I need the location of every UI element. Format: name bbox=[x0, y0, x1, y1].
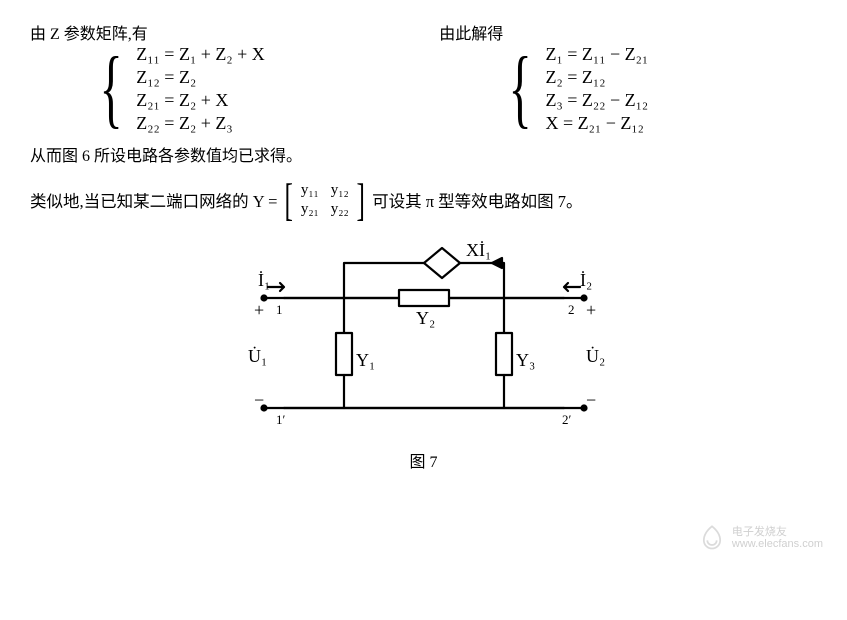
matrix-paragraph: 类似地,当已知某二端口网络的 Y = [ y₁₁ y₁₂ y₂₁ y₂₂ ] 可… bbox=[30, 180, 817, 220]
label-Y3: Y₃ bbox=[516, 350, 535, 370]
watermark: 电子发烧友 www.elecfans.com bbox=[698, 524, 823, 552]
matrix-cell-12: y₁₂ bbox=[331, 182, 349, 199]
eq-right-2: Z₂ = Z₁₂ bbox=[546, 67, 649, 88]
label-port2-bot: 2′ bbox=[562, 412, 572, 427]
intro-left-text: 由 Z 参数矩阵,有 bbox=[30, 20, 408, 44]
label-plus-right: + bbox=[586, 300, 596, 320]
label-port1-top: 1 bbox=[276, 302, 283, 317]
eq-left-2: Z₁₂ = Z₂ bbox=[136, 67, 265, 88]
label-Y2: Y₂ bbox=[416, 308, 435, 328]
conclusion-text: 从而图 6 所设电路各参数值均已求得。 bbox=[30, 142, 817, 166]
left-equation-block: { Z₁₁ = Z₁ + Z₂ + X Z₁₂ = Z₂ Z₂₁ = Z₂ + … bbox=[90, 44, 408, 134]
right-equation-block: { Z₁ = Z₁₁ − Z₂₁ Z₂ = Z₁₂ Z₃ = Z₂₂ − Z₁₂… bbox=[499, 44, 817, 134]
matrix-cell-21: y₂₁ bbox=[301, 201, 319, 218]
figure-caption: 图 7 bbox=[30, 448, 817, 472]
intro-right-text: 由此解得 bbox=[439, 20, 817, 44]
left-brace: { bbox=[100, 45, 123, 133]
eq-left-3: Z₂₁ = Z₂ + X bbox=[136, 90, 265, 111]
label-source: Xİ₁ bbox=[466, 240, 491, 260]
label-plus-left: + bbox=[254, 300, 264, 320]
matrix-para-post: 可设其 π 型等效电路如图 7。 bbox=[372, 188, 582, 212]
label-Y1: Y₁ bbox=[356, 350, 375, 370]
label-port2-top: 2 bbox=[568, 302, 575, 317]
label-minus-left: − bbox=[254, 390, 264, 410]
matrix-para-pre: 类似地,当已知某二端口网络的 Y = bbox=[30, 188, 277, 212]
y-matrix: [ y₁₁ y₁₂ y₂₁ y₂₂ ] bbox=[281, 180, 368, 220]
matrix-left-bracket: [ bbox=[285, 180, 293, 220]
matrix-cell-22: y₂₂ bbox=[331, 201, 349, 218]
label-U1: U̇₁ bbox=[248, 345, 267, 366]
label-port1-bot: 1′ bbox=[276, 412, 286, 427]
eq-right-4: X = Z₂₁ − Z₁₂ bbox=[546, 113, 649, 134]
watermark-url: www.elecfans.com bbox=[732, 538, 823, 550]
label-minus-right: − bbox=[586, 390, 596, 410]
matrix-cell-11: y₁₁ bbox=[301, 182, 319, 199]
label-I1: İ₁ bbox=[258, 270, 270, 290]
right-brace: { bbox=[509, 45, 532, 133]
matrix-right-bracket: ] bbox=[356, 180, 364, 220]
watermark-name: 电子发烧友 bbox=[732, 526, 823, 538]
eq-left-1: Z₁₁ = Z₁ + Z₂ + X bbox=[136, 44, 265, 65]
circuit-diagram: İ₁ İ₂ + + U̇₁ U̇₂ − − Y₁ Y₂ Y₃ Xİ₁ 1 1′ … bbox=[224, 238, 624, 438]
eq-right-1: Z₁ = Z₁₁ − Z₂₁ bbox=[546, 44, 649, 65]
eq-left-4: Z₂₂ = Z₂ + Z₃ bbox=[136, 113, 265, 134]
eq-right-3: Z₃ = Z₂₂ − Z₁₂ bbox=[546, 90, 649, 111]
watermark-icon bbox=[698, 524, 726, 552]
label-I2: İ₂ bbox=[580, 270, 592, 290]
label-U2: U̇₂ bbox=[586, 345, 605, 366]
